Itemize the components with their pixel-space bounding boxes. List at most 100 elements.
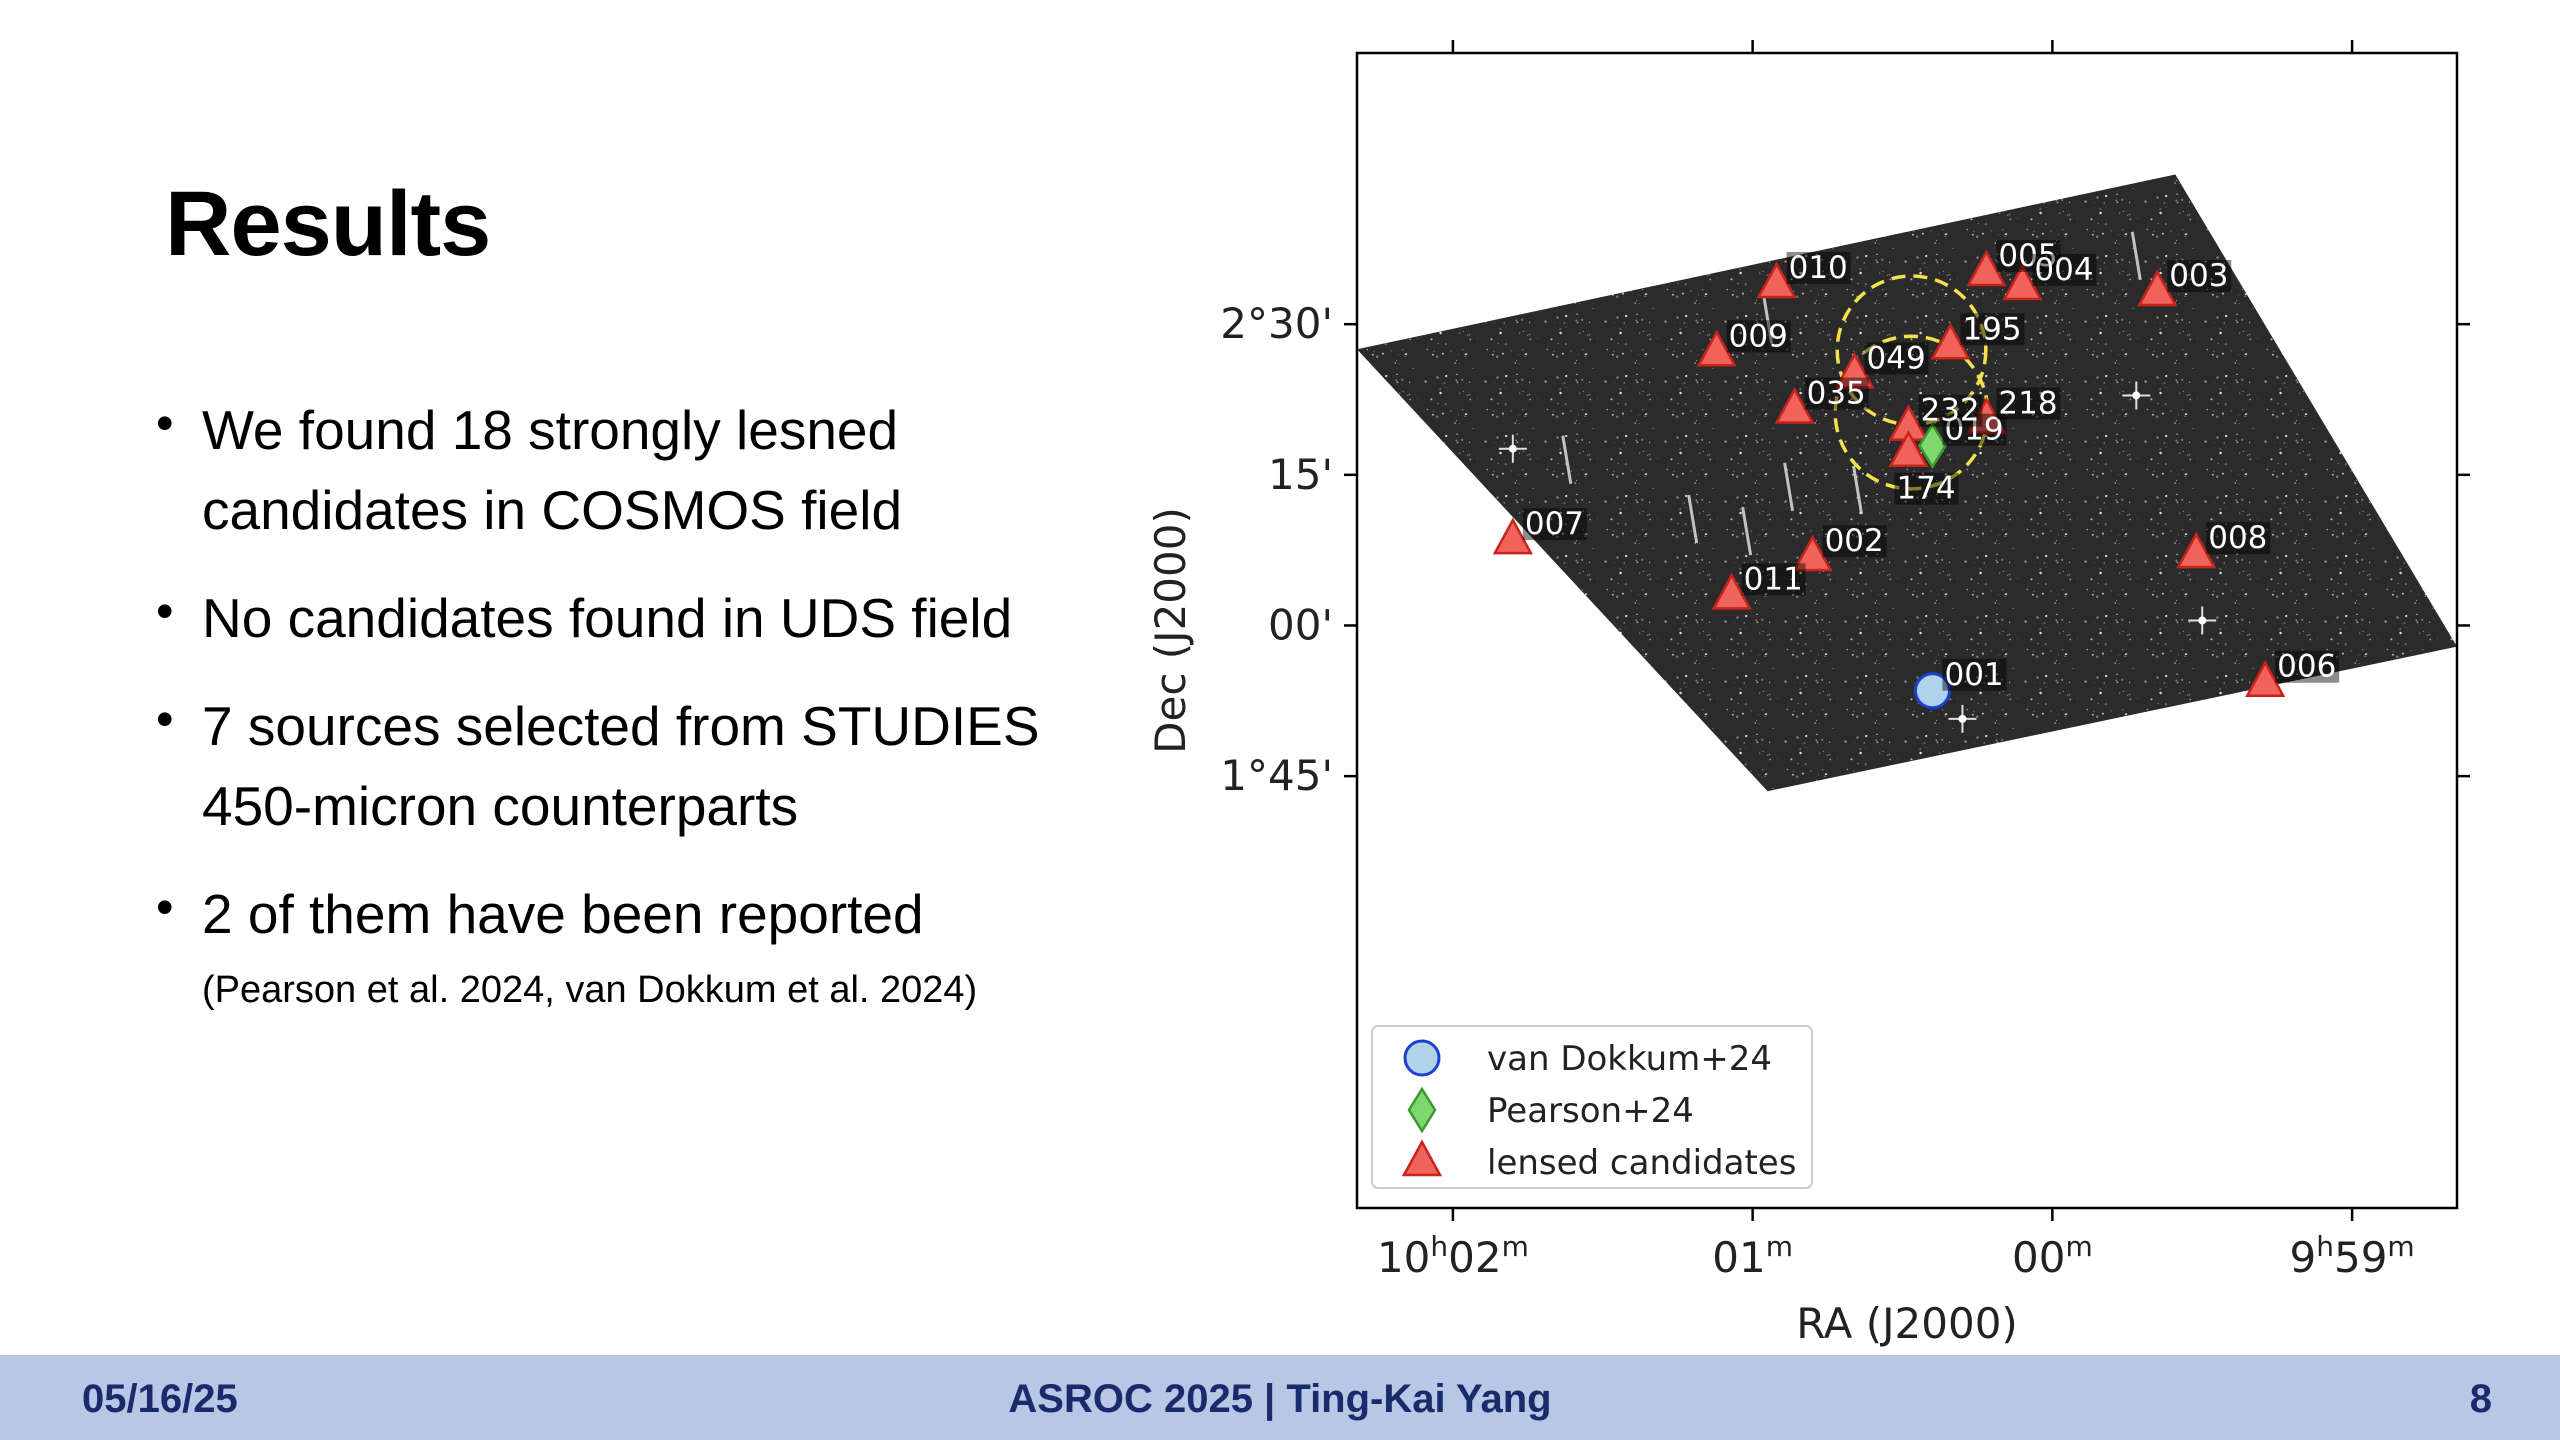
candidate-marker: [1792, 534, 1833, 572]
satellite-streak: [1741, 506, 1753, 556]
bullet-text: No candidates found in UDS field: [202, 587, 1013, 649]
candidate-marker: [1401, 1139, 1443, 1177]
bullet-list: • We found 18 strongly lesned candidates…: [150, 390, 1160, 1048]
source-label: 010: [1789, 250, 1848, 286]
source-label: 049: [1867, 340, 1926, 376]
source-label-bg: [1741, 563, 1806, 596]
source-label-bg: [1996, 387, 2061, 420]
legend-entry-label: van Dokkum+24: [1487, 1039, 1772, 1079]
candidate-marker: [2245, 660, 2286, 697]
footer-title: ASROC 2025 | Ting-Kai Yang: [1008, 1377, 1552, 1421]
source-label-bg: [1726, 320, 1791, 353]
source-label: 007: [1525, 506, 1584, 542]
source-label-bg: [1942, 658, 2007, 691]
x-tick-label: 00m: [2012, 1230, 2093, 1282]
source-label-bg: [1996, 239, 2061, 272]
candidate-marker: [2137, 269, 2178, 307]
bullet-dot-icon: •: [156, 879, 174, 935]
source-label: 195: [1962, 311, 2021, 347]
legend-entry-label: lensed candidates: [1487, 1143, 1796, 1183]
x-tick-label: 10h02m: [1377, 1230, 1529, 1282]
candidate-marker: [1834, 351, 1875, 389]
satellite-streak: [1852, 465, 1864, 515]
source-label-bg: [1942, 413, 2007, 446]
source-label-bg: [2032, 254, 2097, 287]
legend-box: [1371, 1025, 1813, 1189]
bright-star-core: [2132, 391, 2141, 400]
source-label: 218: [1998, 386, 2057, 422]
source-label: 004: [2034, 252, 2093, 288]
source-label-bg: [1804, 377, 1869, 410]
bullet-subtext: (Pearson et al. 2024, van Dokkum et al. …: [202, 969, 978, 1011]
x-tick-label: 9h59m: [2289, 1230, 2414, 1282]
source-label: 009: [1729, 318, 1788, 354]
candidate-marker: [1966, 249, 2007, 287]
source-label: 035: [1807, 376, 1866, 412]
satellite-streak: [1561, 435, 1573, 485]
source-label-bg: [2167, 260, 2232, 293]
source-label-bg: [1864, 342, 1929, 375]
bright-star-core: [1508, 444, 1517, 453]
plot-frame: [1355, 51, 2459, 1210]
bullet-dot-icon: •: [156, 395, 174, 451]
source-label-bg: [2206, 522, 2271, 555]
source-label: 232: [1920, 393, 1979, 429]
source-label: 011: [1744, 561, 1803, 597]
y-axis-label: Dec (J2000): [1146, 507, 1195, 754]
footer-page-number: 8: [2469, 1377, 2492, 1421]
slide-footer: 05/16/25 ASROC 2025 | Ting-Kai Yang 8: [0, 1355, 2560, 1440]
footer-date: 05/16/25: [82, 1377, 238, 1421]
candidate-marker: [1930, 322, 1971, 360]
bullet-dot-icon: •: [156, 691, 174, 747]
x-tick-label: 01m: [1712, 1230, 1793, 1282]
survey-field: [1357, 174, 2457, 792]
bullet-text: 2 of them have been reported: [202, 883, 924, 945]
candidate-marker: [1696, 329, 1737, 367]
bullet-item: • No candidates found in UDS field: [150, 578, 1160, 658]
bright-star-core: [2198, 616, 2207, 625]
source-label-bg: [1786, 252, 1851, 284]
bright-star-core: [1958, 714, 1967, 723]
van-dokkum-marker: [1403, 1039, 1441, 1077]
y-tick-label: 00': [1268, 600, 1333, 649]
legend-entry-label: Pearson+24: [1487, 1091, 1694, 1131]
source-label-bg: [2275, 650, 2340, 683]
satellite-streak: [1762, 294, 1774, 344]
y-tick-label: 1°45': [1220, 751, 1333, 800]
x-axis-label: RA (J2000): [1796, 1299, 2018, 1348]
source-label: 006: [2277, 649, 2336, 685]
satellite-streak: [1687, 494, 1699, 544]
source-label: 003: [2169, 258, 2228, 294]
van-dokkum-marker: [1913, 672, 1951, 710]
candidate-marker: [2002, 263, 2043, 301]
source-label-bg: [1918, 394, 1983, 427]
source-label: 001: [1944, 657, 2003, 693]
bullet-item: • We found 18 strongly lesned candidates…: [150, 390, 1160, 550]
candidate-marker: [1966, 396, 2007, 434]
candidate-marker: [1888, 430, 1929, 467]
source-label: 005: [1998, 238, 2057, 274]
source-label-bg: [1960, 313, 2025, 346]
bullet-item: • 2 of them have been reported (Pearson …: [150, 874, 1160, 1020]
bullet-text: We found 18 strongly lesned candidates i…: [202, 399, 903, 541]
source-label: 008: [2208, 520, 2267, 556]
pearson-marker: [1407, 1086, 1437, 1134]
candidate-marker: [2176, 531, 2217, 569]
bullet-text: 7 sources selected from STUDIES 450-micr…: [202, 695, 1040, 837]
bullet-dot-icon: •: [156, 583, 174, 639]
source-label: 174: [1896, 471, 1955, 507]
source-label: 019: [1944, 412, 2003, 448]
candidate-marker: [1756, 261, 1797, 299]
source-label-bg: [1822, 525, 1887, 558]
source-label-bg: [1894, 472, 1959, 505]
slide-title: Results: [165, 173, 491, 275]
pearson-marker: [1918, 422, 1947, 470]
source-label: 002: [1825, 523, 1884, 559]
y-tick-label: 2°30': [1220, 299, 1333, 348]
source-label-bg: [1522, 508, 1587, 541]
candidate-marker: [1711, 572, 1752, 610]
candidate-marker: [1774, 386, 1815, 424]
y-tick-label: 15': [1268, 450, 1333, 499]
